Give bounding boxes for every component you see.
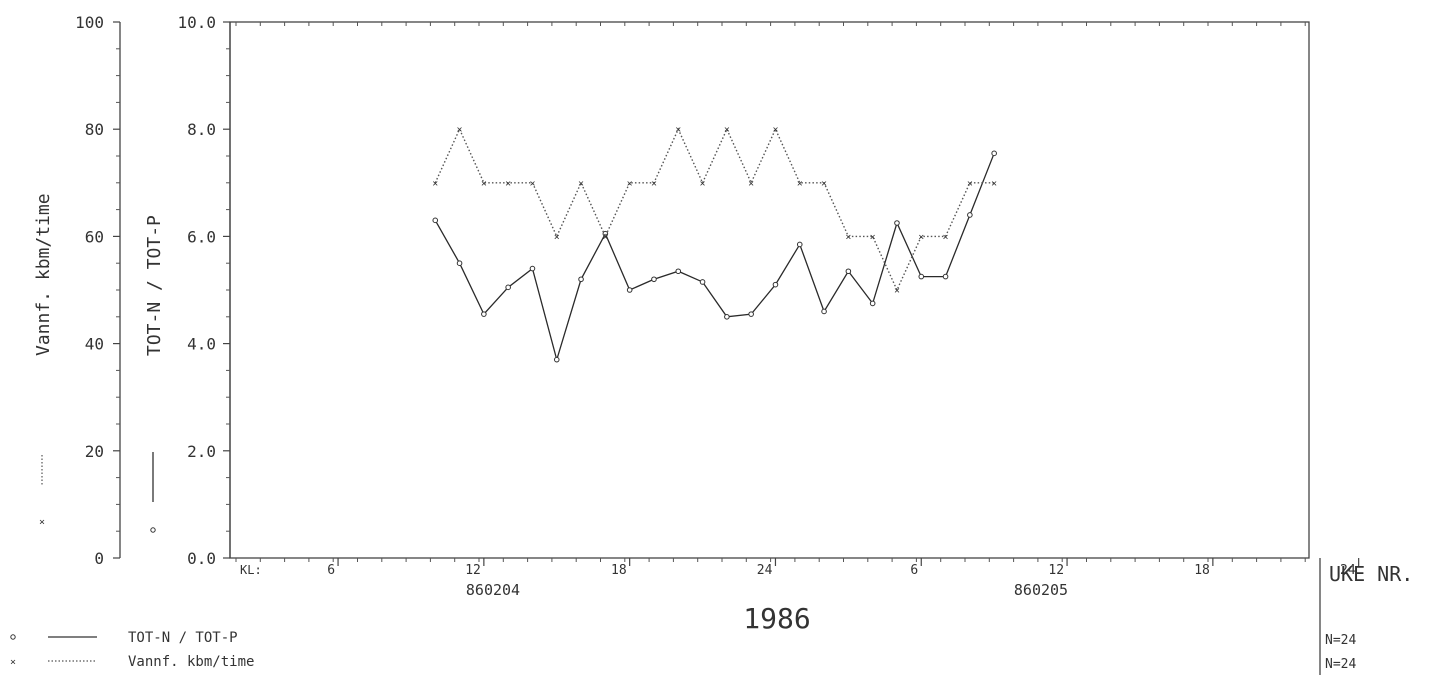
legend-circle-marker: [10, 634, 16, 640]
vannf-data-point: ×: [578, 178, 584, 189]
date-label-1: 860204: [466, 581, 520, 599]
left-tick-label: 40: [85, 335, 104, 354]
vannf-data-point: ×: [432, 178, 438, 189]
legend-n-vannf: N=24: [1325, 657, 1356, 672]
legend: TOT-N / TOT-P N=24 × Vannf. kbm/time N=2…: [10, 630, 1356, 672]
x-tick-label: 6: [910, 563, 918, 578]
legend-label-vannf: Vannf. kbm/time: [128, 654, 254, 670]
vannf-series-line: [434, 127, 995, 292]
vannf-data-point: ×: [748, 178, 754, 189]
right-axis-title: TOT-N / TOT-P: [144, 215, 165, 356]
x-tick-label: 18: [1194, 563, 1210, 578]
left-tick-label: 100: [75, 13, 104, 32]
tot-tick-label: 4.0: [187, 335, 216, 354]
tot-data-point: [626, 287, 633, 293]
tot-data-point: [894, 220, 900, 226]
tot-data-point: [845, 268, 852, 275]
vannf-data-point: ×: [724, 125, 730, 136]
legend-entry-vannf: × Vannf. kbm/time N=24: [10, 654, 1356, 672]
x-prefix-label: KL:: [240, 563, 262, 577]
x-tick-label: 12: [465, 563, 481, 578]
left-tick-label: 60: [85, 227, 104, 246]
date-label-2: 860205: [1014, 581, 1068, 599]
legend-n-tot: N=24: [1325, 633, 1356, 648]
tot-data-point: [772, 281, 779, 288]
x-axis-label: UKE NR.: [1329, 562, 1413, 586]
right-axis-title-marker: [150, 452, 156, 533]
tot-data-point: [651, 276, 657, 283]
vannf-data-point: ×: [505, 178, 511, 189]
tot-tick-label: 2.0: [187, 442, 216, 461]
tot-data-point: [456, 260, 463, 267]
vannf-data-point: ×: [627, 178, 633, 189]
left-tick-label: 20: [85, 442, 104, 461]
tot-data-point: [553, 356, 560, 363]
ticks: [113, 21, 1360, 566]
tot-data-point: [529, 265, 536, 272]
tot-data-point: [481, 311, 487, 317]
tot-data-point: [675, 268, 682, 275]
vannf-data-point: ×: [870, 232, 876, 243]
vannf-data-point: ×: [845, 232, 851, 243]
vannf-data-point: ×: [457, 125, 463, 136]
vannf-data-point: ×: [481, 178, 487, 189]
vannf-data-point: ×: [700, 178, 706, 189]
x-tick-label: 18: [611, 563, 627, 578]
tot-tick-label: 6.0: [187, 227, 216, 246]
tot-tick-label: 10.0: [177, 13, 216, 32]
tot-data-point: [918, 273, 925, 280]
left-tick-label: 0: [94, 549, 104, 568]
legend-label-tot: TOT-N / TOT-P: [128, 630, 238, 646]
tot-data-point: [505, 284, 511, 291]
vannf-data-point: ×: [651, 178, 657, 189]
svg-text:×: ×: [39, 517, 45, 528]
vannf-data-point: ×: [821, 178, 827, 189]
legend-entry-tot: TOT-N / TOT-P N=24: [10, 630, 1356, 648]
series: × × × × × × × × × × × × × × × × × × × × × × × ×: [432, 125, 997, 363]
vannf-data-point: ×: [554, 232, 560, 243]
vannf-data-point: ×: [943, 232, 949, 243]
vannf-data-point: ×: [602, 232, 608, 243]
vannf-data-point: ×: [918, 232, 924, 243]
vannf-data-point: ×: [529, 178, 535, 189]
tot-data-point: [991, 150, 997, 157]
tot-tick-label: 0.0: [187, 549, 216, 568]
vannf-data-point: ×: [894, 286, 900, 297]
tot-tick-label: 8.0: [187, 120, 216, 139]
left-axis-title-marker: ×: [39, 455, 45, 528]
vannf-data-point: ×: [991, 178, 997, 189]
tot-data-point: [748, 311, 754, 317]
vannf-data-point: ×: [967, 178, 973, 189]
legend-x-marker: ×: [10, 657, 16, 668]
tot-data-point: [699, 279, 706, 285]
tot-data-point: [578, 276, 584, 283]
x-tick-label: 24: [1340, 563, 1356, 578]
left-axis-title: Vannf. kbm/time: [33, 193, 54, 356]
vannf-data-point: ×: [772, 125, 778, 136]
x-tick-label: 12: [1048, 563, 1064, 578]
x-tick-label: 24: [757, 563, 773, 578]
tot-data-point: [942, 273, 949, 280]
tot-data-point: [724, 314, 730, 320]
left-tick-label: 80: [85, 120, 104, 139]
tot-data-point: [432, 217, 439, 224]
axes: [119, 21, 1321, 675]
tot-data-point: [821, 308, 827, 315]
plot-frame: [229, 21, 1310, 559]
labels: 0 20 40 60 80 100 0.0 2.0 4.0 6.0 8.0 10.0 6 12 18 24 6 1…: [75, 13, 1356, 578]
year-label: 1986: [743, 602, 810, 635]
tot-data-point: [967, 212, 973, 218]
tot-data-point: [796, 241, 803, 248]
vannf-data-point: ×: [797, 178, 803, 189]
x-tick-label: 6: [327, 563, 335, 578]
tot-data-point: [869, 300, 876, 307]
tot-series-line: [434, 153, 995, 363]
vannf-data-point: ×: [675, 125, 681, 136]
